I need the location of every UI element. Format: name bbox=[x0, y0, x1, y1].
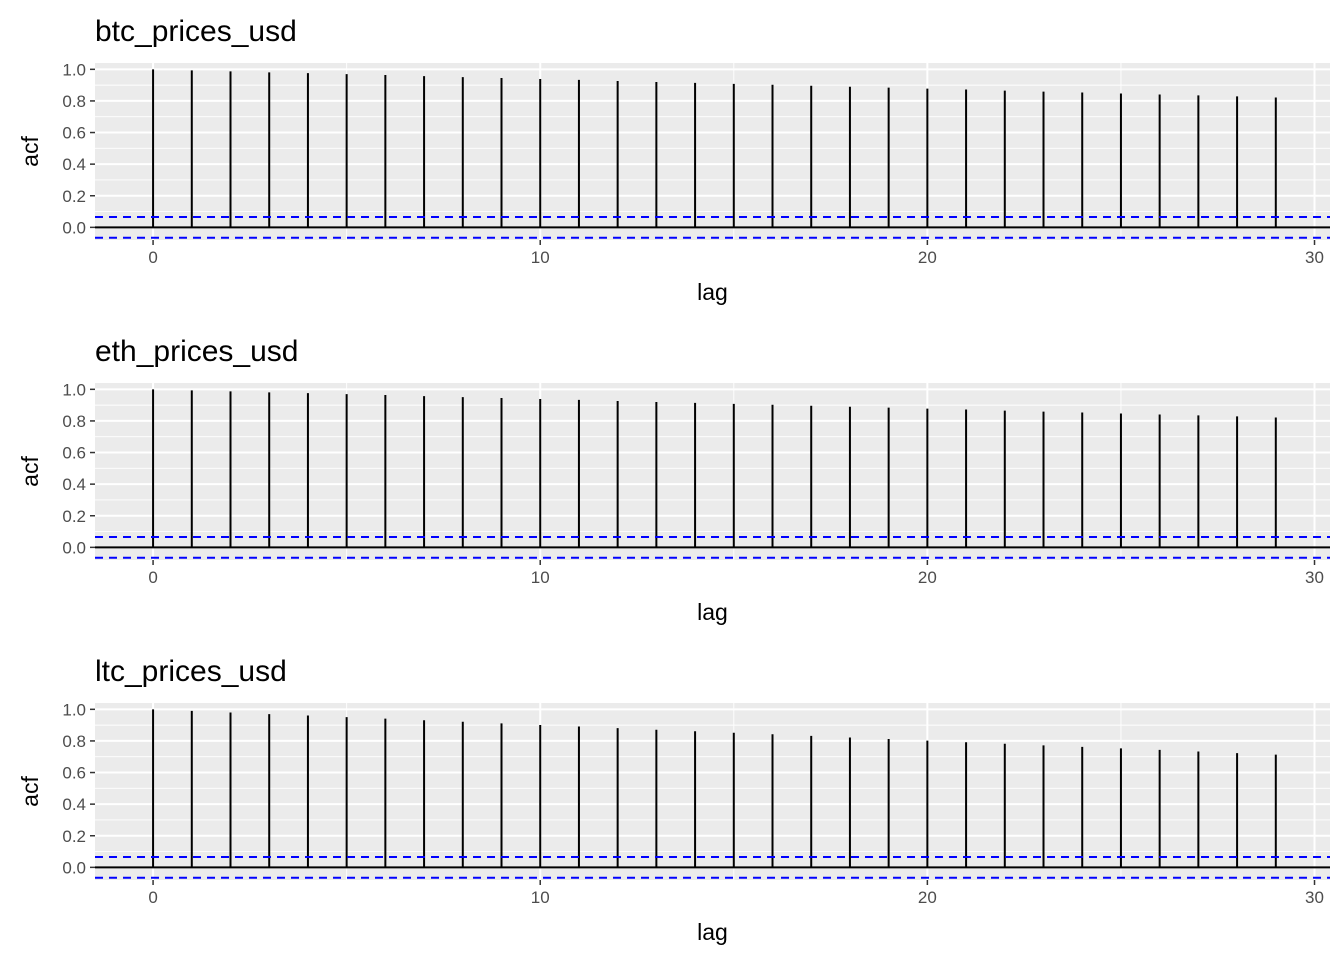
x-tick-label: 10 bbox=[531, 248, 550, 267]
panel-title: eth_prices_usd bbox=[95, 335, 298, 368]
panel-background bbox=[95, 63, 1330, 240]
x-axis-label: lag bbox=[697, 919, 728, 945]
y-tick-label: 0.0 bbox=[62, 538, 86, 557]
acf-panel-2: 0.0 0.2 0.4 0.6 0.8 1.0 0 10 20 30 ltc_prices_usdl… bbox=[17, 655, 1330, 945]
y-tick-label: 1.0 bbox=[62, 380, 86, 399]
y-axis-label: acf bbox=[17, 136, 43, 167]
y-axis-label: acf bbox=[17, 456, 43, 487]
y-tick-label: 0.6 bbox=[62, 124, 86, 143]
panel-background bbox=[95, 703, 1330, 880]
x-tick-label: 30 bbox=[1305, 568, 1324, 587]
x-tick-label: 20 bbox=[918, 888, 937, 907]
y-tick-label: 0.6 bbox=[62, 444, 86, 463]
x-tick-label: 30 bbox=[1305, 888, 1324, 907]
y-tick-label: 0.4 bbox=[62, 155, 86, 174]
y-tick-label: 0.0 bbox=[62, 858, 86, 877]
y-tick-label: 0.6 bbox=[62, 764, 86, 783]
x-tick-label: 20 bbox=[918, 568, 937, 587]
x-tick-label: 20 bbox=[918, 248, 937, 267]
y-tick-label: 0.8 bbox=[62, 92, 86, 111]
x-tick-label: 0 bbox=[148, 248, 157, 267]
y-tick-label: 0.2 bbox=[62, 507, 86, 526]
y-tick-label: 0.4 bbox=[62, 795, 86, 814]
x-tick-label: 0 bbox=[148, 888, 157, 907]
acf-panel-0: 0.0 0.2 0.4 0.6 0.8 1.0 0 10 20 30 btc_prices_usdl… bbox=[17, 15, 1330, 305]
y-tick-label: 0.4 bbox=[62, 475, 86, 494]
y-tick-label: 0.8 bbox=[62, 412, 86, 431]
x-tick-label: 10 bbox=[531, 888, 550, 907]
x-tick-label: 30 bbox=[1305, 248, 1324, 267]
y-tick-label: 0.8 bbox=[62, 732, 86, 751]
x-tick-label: 0 bbox=[148, 568, 157, 587]
x-axis-label: lag bbox=[697, 279, 728, 305]
y-tick-label: 1.0 bbox=[62, 60, 86, 79]
panel-title: ltc_prices_usd bbox=[95, 655, 287, 688]
panel-title: btc_prices_usd bbox=[95, 15, 297, 48]
y-tick-label: 0.2 bbox=[62, 187, 86, 206]
y-tick-label: 0.0 bbox=[62, 218, 86, 237]
x-tick-label: 10 bbox=[531, 568, 550, 587]
y-tick-label: 0.2 bbox=[62, 827, 86, 846]
y-tick-label: 1.0 bbox=[62, 700, 86, 719]
acf-panel-1: 0.0 0.2 0.4 0.6 0.8 1.0 0 10 20 30 eth_prices_usdl… bbox=[17, 335, 1330, 625]
panel-background bbox=[95, 383, 1330, 560]
y-axis-label: acf bbox=[17, 776, 43, 807]
x-axis-label: lag bbox=[697, 599, 728, 625]
